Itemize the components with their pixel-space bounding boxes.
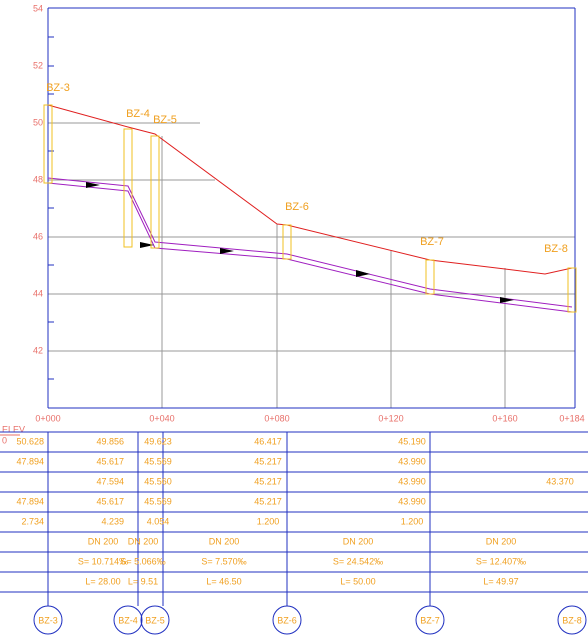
table-cell: DN 200 (209, 536, 240, 546)
table-cell: DN 200 (486, 536, 517, 546)
station-circle (272, 605, 302, 635)
pipe-crown (47, 177, 573, 308)
x-label: 0+120 (378, 413, 403, 423)
flow-arrows (86, 182, 514, 303)
table-cell: 1.200 (401, 516, 424, 526)
table-cell: 45.617 (96, 496, 124, 506)
table-cell: 43.990 (398, 476, 426, 486)
y-label: 42 (33, 345, 43, 355)
table-cell: 47.594 (96, 476, 124, 486)
station-circle (557, 605, 587, 635)
station-circle-label: BZ-4 (118, 615, 138, 625)
station-circle-label: BZ-8 (562, 615, 582, 625)
station-circle (415, 605, 445, 635)
station-label: BZ-3 (46, 82, 70, 94)
table-cell: L= 50.00 (340, 576, 375, 586)
manhole (425, 259, 435, 295)
flow-arrow (500, 297, 514, 303)
table-cell: 1.200 (257, 516, 280, 526)
x-label: 0+000 (35, 413, 60, 423)
table-cell: DN 200 (88, 536, 119, 546)
station-circle (113, 605, 143, 635)
y-label: 52 (33, 60, 43, 70)
table-cell: 45.569 (144, 456, 172, 466)
table-cell: 45.617 (96, 456, 124, 466)
table-cell: 46.417 (254, 436, 282, 446)
x-label: 0+184 (559, 413, 584, 423)
manhole (282, 224, 292, 260)
table-cell: S= 24.542‰ (333, 556, 383, 566)
y-ticks (48, 36, 54, 380)
flow-arrow (356, 270, 370, 277)
station-label: BZ-4 (126, 108, 150, 120)
flow-arrow (220, 248, 234, 254)
station-circle-label: BZ-7 (420, 615, 440, 625)
station-circle (140, 605, 170, 635)
table-cell: 4.054 (147, 516, 170, 526)
table-cell: 43.990 (398, 496, 426, 506)
elev-label: ELEV (2, 424, 25, 434)
table-cell: 45.217 (254, 456, 282, 466)
table-cell: 49.856 (96, 436, 124, 446)
x-label: 0+080 (264, 413, 289, 423)
x-label: 0+040 (149, 413, 174, 423)
table-cell: 50.628 (16, 436, 44, 446)
table-cell: 45.190 (398, 436, 426, 446)
elev-sub: 0 (2, 435, 7, 445)
table-cell: S= 5.066‰ (120, 556, 165, 566)
table-cell: L= 28.00 (85, 576, 120, 586)
manhole (567, 267, 577, 313)
manhole (123, 128, 133, 248)
station-label: BZ-6 (285, 201, 309, 213)
table-cell: 2.734 (21, 516, 44, 526)
table-cell: S= 12.407‰ (476, 556, 526, 566)
table-cell: L= 46.50 (206, 576, 241, 586)
table-cell: 45.217 (254, 496, 282, 506)
table-cell: 49.623 (144, 436, 172, 446)
flow-arrow (86, 182, 100, 188)
table-cell: DN 200 (128, 536, 159, 546)
table-cell: DN 200 (343, 536, 374, 546)
y-label: 44 (33, 288, 43, 298)
station-label: BZ-8 (544, 243, 568, 255)
table-cell: 45.569 (144, 496, 172, 506)
station-circle-label: BZ-3 (38, 615, 58, 625)
table-cell: 4.239 (101, 516, 124, 526)
table-cell: L= 49.97 (483, 576, 518, 586)
table-lines (0, 431, 588, 606)
station-circle-label: BZ-6 (277, 615, 297, 625)
station-label: BZ-5 (153, 114, 177, 126)
manhole (150, 135, 160, 249)
station-label: BZ-7 (420, 236, 444, 248)
manholes (43, 104, 577, 313)
table-cell: 47.894 (16, 456, 44, 466)
table-cell: 43.990 (398, 456, 426, 466)
y-label: 46 (33, 231, 43, 241)
table-cell: 45.560 (144, 476, 172, 486)
station-circle (33, 605, 63, 635)
table-cell: 43.370 (546, 476, 574, 486)
table-cell: S= 7.570‰ (201, 556, 246, 566)
manhole (43, 104, 53, 184)
table-cell: L= 9.51 (128, 576, 158, 586)
y-label: 54 (33, 3, 43, 13)
flow-arrow (140, 242, 154, 248)
station-circle-label: BZ-5 (145, 615, 165, 625)
table-cell: 45.217 (254, 476, 282, 486)
y-label: 50 (33, 117, 43, 127)
y-label: 48 (33, 174, 43, 184)
table-cell: 47.894 (16, 496, 44, 506)
table-cell: S= 10.714‰ (78, 556, 128, 566)
x-label: 0+160 (492, 413, 517, 423)
